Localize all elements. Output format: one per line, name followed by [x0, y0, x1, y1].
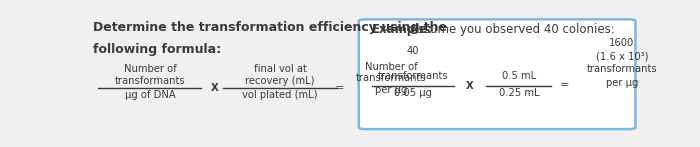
Text: Number of
transformants: Number of transformants: [115, 64, 186, 86]
Text: X: X: [466, 81, 474, 91]
Text: =: =: [560, 81, 570, 91]
Text: 1600
(1.6 x 10³)
transformants
per μg: 1600 (1.6 x 10³) transformants per μg: [587, 38, 657, 88]
Text: Number of
transformants
per μg: Number of transformants per μg: [356, 62, 427, 95]
Text: 40: 40: [407, 46, 419, 56]
Text: X: X: [211, 83, 219, 93]
Text: following formula:: following formula:: [93, 42, 221, 56]
Text: 0.05 μg: 0.05 μg: [394, 88, 432, 98]
FancyBboxPatch shape: [358, 19, 636, 129]
Text: μg of DNA: μg of DNA: [125, 90, 175, 100]
Text: 0.25 mL: 0.25 mL: [498, 88, 539, 98]
Text: 0.5 mL: 0.5 mL: [502, 71, 536, 81]
Text: Assume you observed 40 colonies:: Assume you observed 40 colonies:: [406, 23, 615, 36]
Text: transformants: transformants: [378, 71, 448, 81]
Text: =: =: [335, 83, 344, 93]
Text: final vol at
recovery (mL): final vol at recovery (mL): [245, 64, 315, 86]
Text: Example:: Example:: [372, 23, 433, 36]
Text: vol plated (mL): vol plated (mL): [242, 90, 318, 100]
Text: Determine the transformation efficiency using the: Determine the transformation efficiency …: [93, 21, 447, 34]
